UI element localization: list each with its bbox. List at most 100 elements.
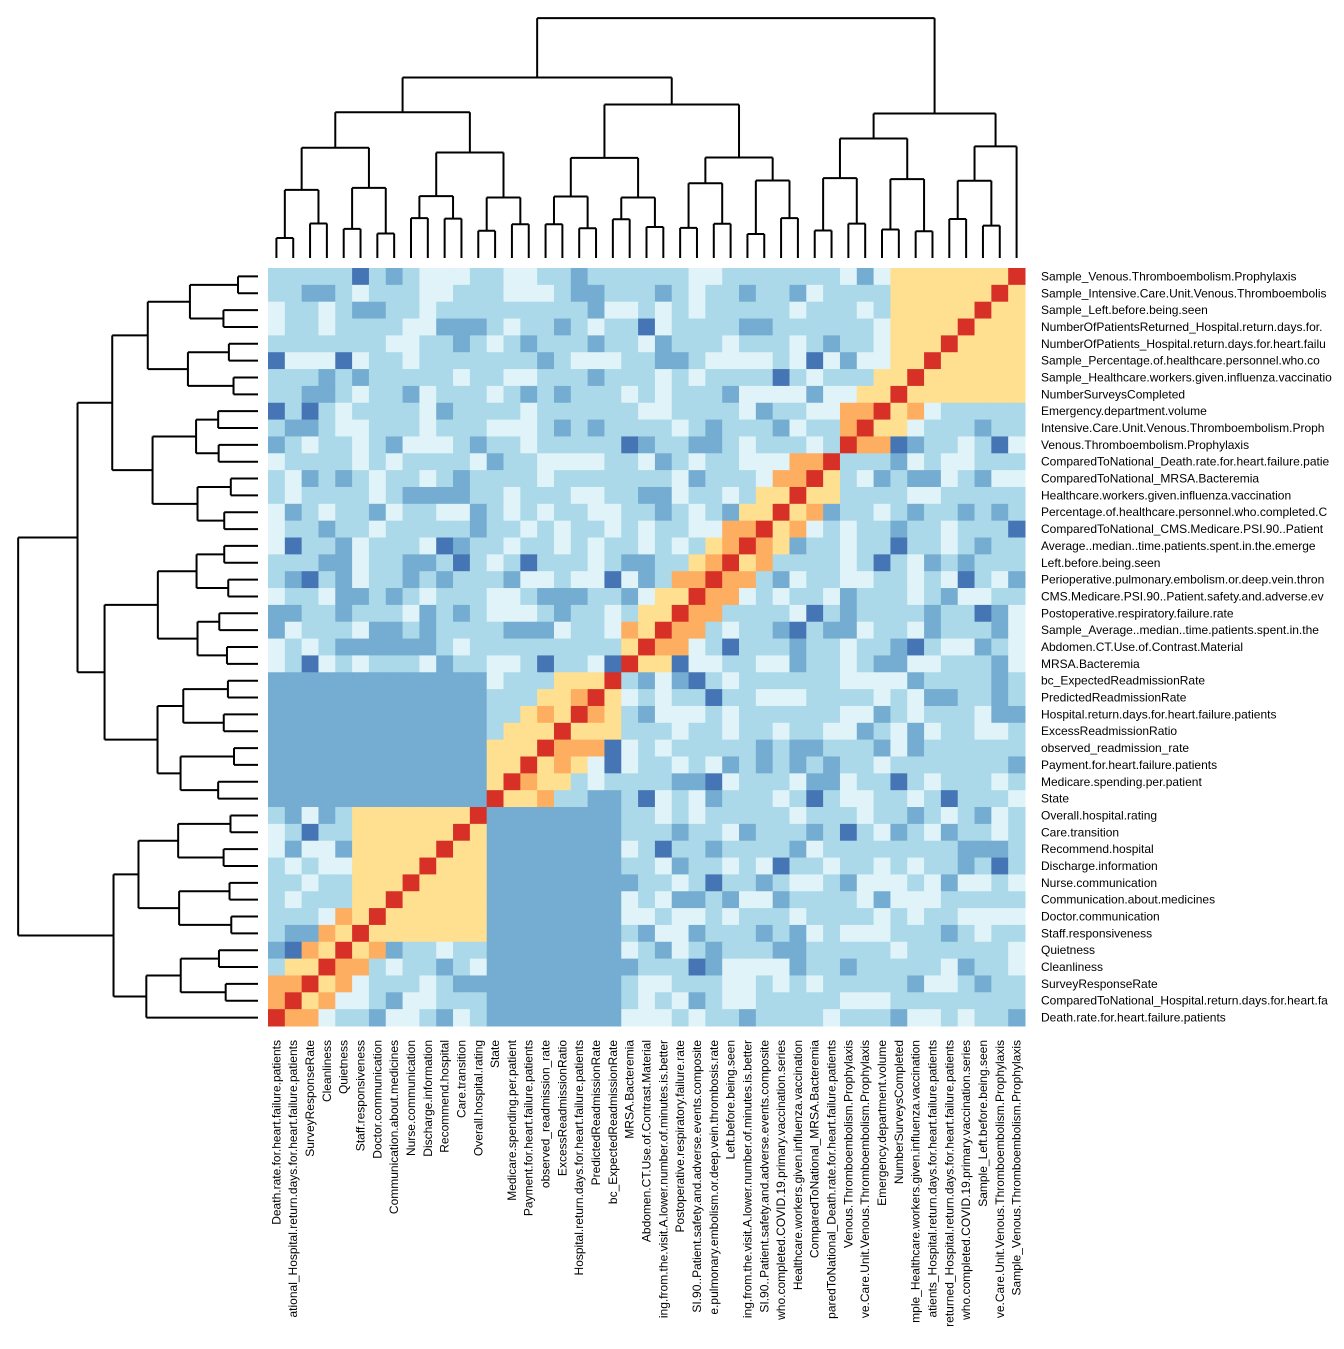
heatmap-cell: [907, 790, 925, 808]
heatmap-cell: [469, 807, 488, 825]
heatmap-cell: [335, 840, 353, 859]
heatmap-cell: [570, 756, 589, 774]
heatmap-cell: [991, 1009, 1009, 1027]
heatmap-cell: [839, 402, 858, 421]
heatmap-cell: [823, 874, 841, 892]
heatmap-cell: [671, 941, 690, 960]
heatmap-cell: [1008, 705, 1026, 724]
heatmap-cell: [537, 604, 555, 623]
heatmap-cell: [453, 419, 471, 437]
heatmap-cell: [570, 840, 589, 859]
heatmap-cell: [957, 992, 976, 1010]
heatmap-cell: [284, 604, 303, 623]
heatmap-cell: [722, 756, 740, 774]
row-label: ComparedToNational_Death.rate.for.heart.…: [1041, 455, 1329, 469]
heatmap-cell: [789, 689, 807, 707]
heatmap-cell: [873, 958, 891, 976]
heatmap-cell: [419, 604, 437, 623]
row-label: Overall.hospital.rating: [1041, 808, 1157, 822]
column-labels: Death.rate.for.heart.failure.patients ati…: [269, 1039, 1023, 1326]
heatmap-cell: [789, 655, 807, 673]
row-label: Doctor.communication: [1041, 910, 1160, 924]
heatmap-cell: [722, 941, 740, 960]
heatmap-cell: [537, 908, 555, 926]
heatmap-cell: [553, 503, 572, 522]
heatmap-cell: [772, 335, 790, 353]
heatmap-cell: [621, 756, 639, 774]
heatmap-cell: [385, 823, 404, 842]
heatmap-cell: [284, 503, 303, 522]
heatmap-cell: [722, 891, 740, 909]
heatmap-cell: [924, 773, 942, 791]
heatmap-cell: [839, 638, 858, 656]
heatmap-cell: [553, 369, 572, 387]
heatmap-cell: [537, 369, 555, 387]
heatmap-cell: [604, 470, 622, 488]
heatmap-cell: [924, 352, 942, 370]
heatmap-cell: [419, 503, 437, 522]
heatmap-cell: [806, 453, 824, 471]
heatmap-cell: [722, 857, 740, 875]
heatmap-cell: [856, 318, 875, 336]
heatmap-cell: [553, 790, 572, 808]
heatmap-cell: [301, 318, 319, 336]
heatmap-cell: [806, 369, 824, 387]
heatmap-cell: [318, 840, 336, 859]
heatmap-cell: [553, 537, 572, 555]
heatmap-cell: [284, 301, 303, 320]
heatmap-cell: [570, 655, 589, 673]
heatmap-cell: [284, 352, 303, 370]
heatmap-cell: [604, 941, 622, 960]
heatmap-cell: [856, 470, 875, 488]
heatmap-cell: [385, 621, 404, 640]
heatmap-cell: [469, 773, 488, 791]
heatmap-cell: [553, 958, 572, 976]
heatmap-cell: [537, 924, 555, 943]
heatmap-cell: [587, 453, 605, 471]
heatmap-cell: [806, 621, 824, 640]
heatmap-cell: [638, 402, 656, 421]
heatmap-cell: [940, 537, 959, 555]
heatmap-cell: [907, 941, 925, 960]
heatmap-cell: [789, 857, 807, 875]
heatmap-cell: [739, 924, 757, 943]
row-label: SurveyResponseRate: [1041, 977, 1158, 991]
heatmap-cell: [688, 268, 706, 286]
heatmap-cell: [352, 571, 370, 589]
heatmap-cell: [739, 402, 757, 421]
heatmap-cell: [722, 554, 740, 572]
heatmap-cell: [621, 705, 639, 724]
heatmap-cell: [924, 790, 942, 808]
column-label: Communication.about.medicines: [387, 1040, 401, 1214]
heatmap-cell: [402, 470, 420, 488]
heatmap-cell: [503, 840, 521, 859]
heatmap-cell: [772, 486, 790, 505]
heatmap-cell: [520, 874, 538, 892]
heatmap-cell: [520, 571, 538, 589]
heatmap-cell: [335, 318, 353, 336]
heatmap-cell: [940, 874, 959, 892]
heatmap-cell: [924, 571, 942, 589]
heatmap-cell: [755, 992, 774, 1010]
heatmap-cell: [924, 756, 942, 774]
heatmap-cell: [621, 419, 639, 437]
heatmap-cell: [772, 722, 790, 741]
heatmap-cell: [268, 335, 286, 353]
heatmap-cell: [957, 318, 976, 336]
heatmap-cell: [469, 537, 488, 555]
heatmap-cell: [806, 941, 824, 960]
heatmap-cell: [368, 857, 387, 875]
heatmap-cell: [503, 1009, 521, 1027]
heatmap-cell: [318, 958, 336, 976]
heatmap-cell: [570, 537, 589, 555]
heatmap-cell: [856, 807, 875, 825]
heatmap-cell: [385, 419, 404, 437]
heatmap-cell: [570, 1009, 589, 1027]
heatmap-cell: [654, 268, 673, 286]
heatmap-cell: [772, 840, 790, 859]
heatmap-cell: [789, 588, 807, 606]
heatmap-cell: [705, 436, 723, 454]
heatmap-cell: [739, 520, 757, 539]
heatmap-cell: [907, 672, 925, 690]
heatmap-cell: [638, 1009, 656, 1027]
